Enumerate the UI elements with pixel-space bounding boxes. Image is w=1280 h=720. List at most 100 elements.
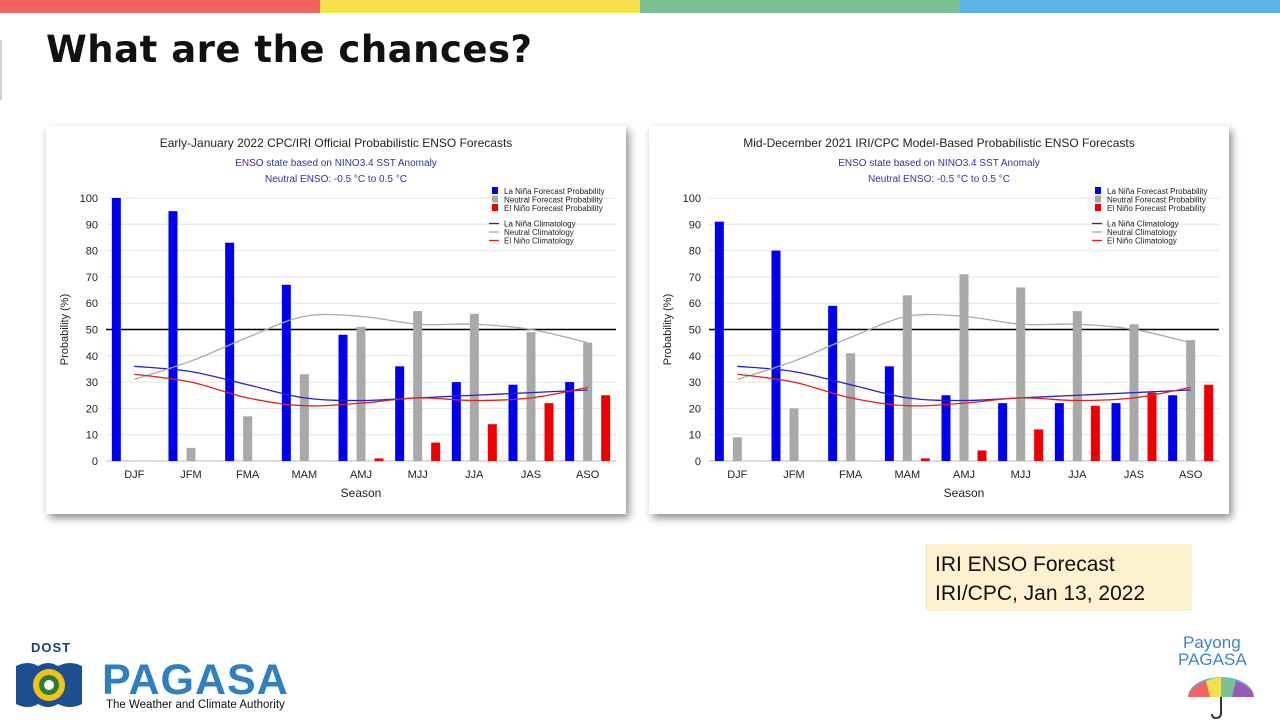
chart1-legend-label-el_nino: El Niño Forecast Probability	[1107, 204, 1206, 213]
chart0-bar-la_nina-mam	[281, 284, 291, 461]
chart0-line-neutral_clim	[134, 313, 588, 381]
chart1-y-axis-label: Probability (%)	[662, 294, 674, 366]
payong-pagasa-label: PAGASA	[1178, 650, 1247, 669]
chart0-legend-label-neutral_clim: Neutral Climatology	[504, 228, 574, 237]
chart0-y-tick-label: 90	[86, 219, 98, 231]
chart0-x-tick-label: MJJ	[408, 469, 428, 481]
chart0-bar-neutral-jja	[469, 313, 479, 461]
chart1-y-tick-label: 100	[683, 193, 701, 205]
chart0-y-tick-label: 20	[86, 403, 98, 415]
chart0-legend-swatch-neutral	[492, 195, 498, 203]
chart1-bar-neutral-jfm	[789, 408, 799, 461]
chart0-bar-el_nino-mjj	[431, 442, 441, 461]
chart0-y-tick-label: 40	[86, 351, 98, 363]
chart0-legend-label-la_nina: La Niña Forecast Probability	[504, 187, 605, 196]
chart0-bar-neutral-jfm	[186, 447, 196, 461]
pagasa-seal-icon	[16, 663, 82, 707]
chart0-bar-neutral-mjj	[413, 311, 423, 461]
chart1-x-tick-label: JAS	[1124, 469, 1144, 481]
chart1-bar-el_nino-mjj	[1034, 429, 1044, 461]
chart0-subtitle-1: ENSO state based on NINO3.4 SST Anomaly	[235, 158, 437, 169]
chart1-y-tick-label: 60	[689, 298, 701, 310]
source-note-line1: IRI ENSO Forecast	[935, 553, 1115, 576]
chart1-legend-label-neutral: Neutral Forecast Probability	[1107, 196, 1206, 205]
chart0-y-tick-label: 60	[86, 298, 98, 310]
chart1-subtitle-1: ENSO state based on NINO3.4 SST Anomaly	[838, 158, 1040, 169]
source-note: IRI ENSO Forecast IRI/CPC, Jan 13, 2022	[925, 544, 1192, 611]
chart0-x-tick-label: JFM	[180, 469, 201, 481]
chart0-bar-la_nina-djf	[111, 198, 121, 461]
chart1-legend-label-la_nina: La Niña Forecast Probability	[1107, 187, 1208, 196]
chart1-x-tick-label: ASO	[1179, 469, 1203, 481]
chart1-legend-label-el_nino_clim: El Niño Climatology	[1107, 237, 1177, 246]
chart1-x-tick-label: MJJ	[1011, 469, 1031, 481]
chart0-bar-neutral-amj	[356, 326, 366, 461]
chart0-bar-la_nina-mjj	[395, 366, 405, 461]
chart1-y-tick-label: 10	[689, 430, 701, 442]
chart0-y-tick-label: 70	[86, 272, 98, 284]
chart0-legend-label-la_nina_clim: La Niña Climatology	[504, 220, 576, 229]
chart1-y-tick-label: 0	[695, 456, 701, 468]
chart1-bar-la_nina-jas	[1111, 403, 1121, 461]
chart0-x-tick-label: DJF	[124, 469, 144, 481]
chart0-x-tick-label: JJA	[465, 469, 484, 481]
chart0-bar-el_nino-amj	[374, 458, 384, 461]
chart1-bar-el_nino-amj	[977, 450, 987, 461]
chart1-bar-neutral-jja	[1072, 311, 1082, 461]
chart1-y-tick-label: 20	[689, 403, 701, 415]
chart1-bar-neutral-djf	[732, 437, 742, 461]
chart0-x-tick-label: MAM	[291, 469, 317, 481]
chart1-x-tick-label: DJF	[727, 469, 747, 481]
chart0-bar-la_nina-aso	[565, 382, 575, 461]
chart1-y-tick-label: 70	[689, 272, 701, 284]
chart1-bar-la_nina-fma	[828, 305, 838, 461]
chart0-y-tick-label: 100	[80, 193, 98, 205]
chart1-bar-la_nina-djf	[714, 221, 724, 461]
payong-pagasa-logo: Payong PAGASA	[1170, 630, 1280, 720]
chart1-bar-la_nina-jfm	[771, 250, 781, 461]
slide-title: What are the chances?	[46, 28, 533, 71]
pagasa-wordmark: PAGASA	[102, 656, 289, 704]
top-bar-segment-blue	[960, 0, 1280, 13]
chart1-x-tick-label: MAM	[894, 469, 920, 481]
chart1-title: Mid-December 2021 IRI/CPC Model-Based Pr…	[743, 136, 1134, 150]
chart1-legend-swatch-neutral	[1095, 195, 1101, 203]
chart1-y-tick-label: 80	[689, 246, 701, 258]
chart0-bar-el_nino-aso	[601, 395, 611, 461]
chart0-legend-label-neutral: Neutral Forecast Probability	[504, 196, 603, 205]
chart0-legend-swatch-la_nina	[492, 187, 498, 194]
chart1-bar-neutral-amj	[959, 274, 969, 461]
chart-card-model-based: Mid-December 2021 IRI/CPC Model-Based Pr…	[649, 126, 1229, 514]
chart0-line-el_nino_clim	[134, 373, 588, 407]
left-divider	[0, 40, 2, 100]
chart1-bar-la_nina-aso	[1168, 395, 1178, 461]
chart1-bar-neutral-mam	[902, 295, 912, 461]
dost-label: DOST	[31, 640, 72, 655]
chart1-x-tick-label: JFM	[783, 469, 804, 481]
payong-label: Payong	[1183, 633, 1241, 652]
umbrella-icon	[1188, 677, 1254, 719]
chart0-line-la_nina_clim	[134, 365, 588, 402]
chart0-y-tick-label: 80	[86, 246, 98, 258]
chart1-legend-swatch-el_nino	[1095, 204, 1101, 211]
chart1-legend-label-neutral_clim: Neutral Climatology	[1107, 228, 1177, 237]
enso-forecast-chart-official: Early-January 2022 CPC/IRI Official Prob…	[59, 136, 616, 500]
chart1-bar-la_nina-jja	[1054, 403, 1064, 461]
chart0-bar-la_nina-jfm	[168, 211, 178, 461]
chart0-bar-el_nino-jas	[544, 403, 554, 461]
chart-card-cpc-official: Early-January 2022 CPC/IRI Official Prob…	[46, 126, 626, 514]
chart1-bar-la_nina-mam	[884, 366, 894, 461]
chart1-bar-neutral-fma	[846, 353, 856, 461]
chart1-y-tick-label: 30	[689, 377, 701, 389]
chart1-y-tick-label: 90	[689, 219, 701, 231]
chart1-bar-el_nino-jja	[1090, 405, 1100, 461]
chart1-bar-la_nina-amj	[941, 395, 951, 461]
chart1-line-la_nina_clim	[737, 365, 1191, 402]
top-color-bar	[0, 0, 1280, 13]
top-bar-segment-yellow	[320, 0, 640, 13]
pagasa-tagline: The Weather and Climate Authority	[106, 699, 285, 711]
chart0-legend-swatch-el_nino	[492, 204, 498, 211]
chart0-bar-la_nina-jas	[508, 384, 518, 461]
chart0-x-axis-label: Season	[341, 486, 382, 500]
chart0-bar-la_nina-amj	[338, 334, 348, 461]
